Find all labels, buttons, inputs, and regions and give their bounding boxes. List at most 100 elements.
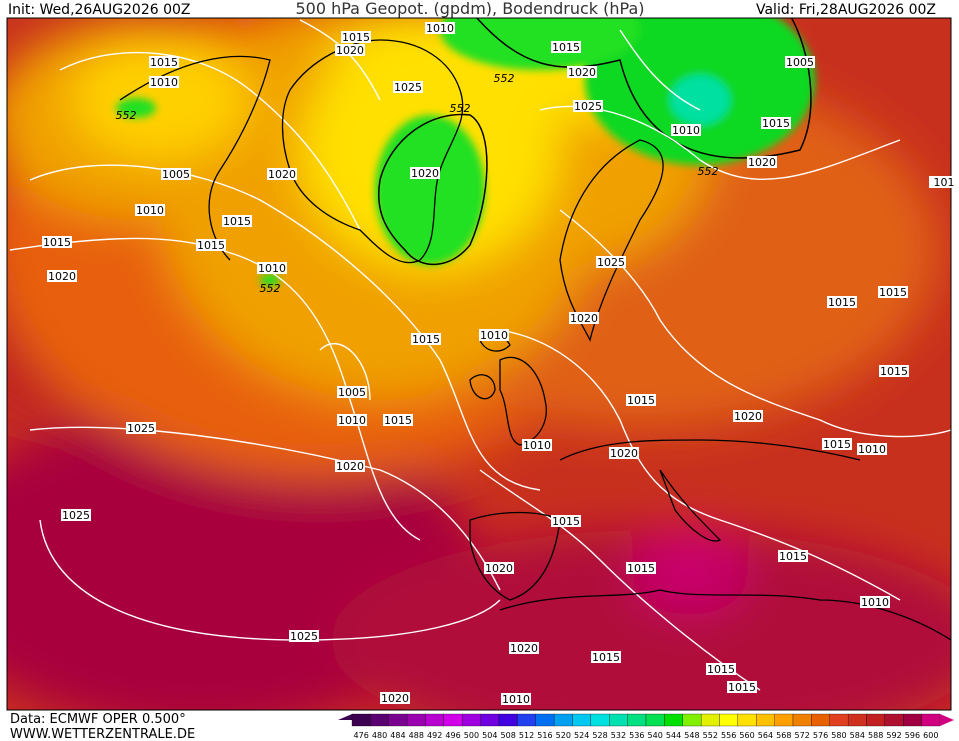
isobar-label: 1020	[48, 270, 76, 283]
isobar-label-box	[857, 443, 887, 455]
isobar-label-box	[222, 215, 252, 227]
isobar-label: 1010	[480, 329, 508, 342]
init-label: Init: Wed,26AUG2026 00Z	[8, 2, 191, 18]
isobar-label-box	[61, 509, 91, 521]
isobar-label-box	[573, 100, 603, 112]
scale-swatch	[866, 713, 886, 727]
scale-label: 524	[574, 731, 589, 740]
isobar-label-box	[479, 329, 509, 341]
scale-label: 556	[721, 731, 736, 740]
isobar-label-box	[135, 204, 165, 216]
isobar-label-box	[380, 692, 410, 704]
isobar-label: 1015	[150, 56, 178, 69]
isobar-label: 1015	[823, 438, 851, 451]
isobar-label-box	[337, 414, 367, 426]
scale-swatch	[370, 713, 389, 727]
isobar-label: 1025	[62, 509, 90, 522]
scale-swatch	[480, 713, 500, 727]
isobar-label: 1020	[336, 44, 364, 57]
scale-swatch	[425, 713, 445, 727]
isobar-label-box	[929, 176, 959, 188]
isobar-label-box	[551, 515, 581, 527]
isobar-label-box	[501, 693, 531, 705]
scale-label: 580	[831, 731, 846, 740]
isobar-label-box	[289, 630, 319, 642]
geopotential-label: 552	[494, 72, 515, 85]
scale-label: 528	[592, 731, 607, 740]
scale-swatch	[774, 713, 794, 727]
isobar-label: 1025	[574, 100, 602, 113]
color-scale: 476 480 484 488 492 496 500 504 508 512 516 520 524 5…	[338, 713, 954, 740]
isobar-label: 1015	[43, 236, 71, 249]
isobar-label-box	[337, 386, 367, 398]
scale-swatch	[498, 713, 518, 727]
scale-swatch	[406, 713, 426, 727]
isobar-label-box	[161, 168, 191, 180]
scale-swatch	[535, 713, 555, 727]
isobar-label: 1015	[779, 550, 807, 563]
isobar-label: 1015	[728, 681, 756, 694]
scale-swatch	[847, 713, 867, 727]
isobar-label: 1015	[412, 333, 440, 346]
scale-swatch	[553, 713, 573, 727]
scale-swatch	[811, 713, 830, 727]
isobar-label: 1015	[197, 239, 225, 252]
scale-arrow-right	[940, 714, 954, 726]
geopotential-label: 552	[116, 109, 137, 122]
isobar-label-box	[149, 76, 179, 88]
isobar-label-box	[47, 270, 77, 282]
scale-label: 476	[354, 731, 369, 740]
scale-label: 520	[556, 731, 571, 740]
site: WWW.WETTERZENTRALE.DE	[10, 727, 195, 741]
isobar-label: 1025	[394, 81, 422, 94]
scale-label: 584	[850, 731, 865, 740]
isobar-label-box	[596, 256, 626, 268]
isobar-label: 1015	[627, 394, 655, 407]
isobar-label: 1020	[510, 642, 538, 655]
scale-label: 512	[519, 731, 534, 740]
isobar-label: 1015	[592, 651, 620, 664]
isobar-label-box	[267, 168, 297, 180]
scale-label: 600	[923, 731, 938, 740]
coastlines	[119, 39, 951, 641]
isobar-label-box	[671, 124, 701, 136]
scale-swatch	[462, 713, 481, 727]
isobar-label-box	[393, 81, 423, 93]
scale-swatch	[737, 713, 757, 727]
scale-swatch	[756, 713, 775, 727]
scale-swatch	[645, 713, 665, 727]
isobar-label-box	[341, 31, 371, 43]
scale-label: 548	[684, 731, 699, 740]
scale-label: 500	[464, 731, 479, 740]
isobar-label: 1020	[268, 168, 296, 181]
isobar-label-box	[410, 167, 440, 179]
scale-swatch	[921, 713, 941, 727]
isobar-label: 1015	[342, 31, 370, 44]
isobar-label: 1020	[485, 562, 513, 575]
isobar-label: 1020	[381, 692, 409, 705]
isobar-label-box	[626, 394, 656, 406]
isobar-label: 1015	[762, 117, 790, 130]
isobar-label-box	[551, 41, 581, 53]
geopotential-label: 552	[260, 282, 281, 295]
isobar-label-box	[733, 410, 763, 422]
isobar-label: 1015	[828, 296, 856, 309]
scale-swatch	[682, 713, 702, 727]
isobar-label: 1015	[223, 215, 251, 228]
scale-label: 572	[795, 731, 810, 740]
isobar-label-box	[42, 236, 72, 248]
isobar-label: 1020	[570, 312, 598, 325]
isobar-label: 1015	[707, 663, 735, 676]
scale-arrow-left	[338, 714, 352, 726]
scale-label: 488	[409, 731, 424, 740]
isobar-label: 1015	[552, 41, 580, 54]
scale-label: 564	[758, 731, 773, 740]
isobar-label: 1015	[879, 286, 907, 299]
isobar-label: 101	[934, 176, 955, 189]
scale-label: 484	[390, 731, 405, 740]
scale-swatch	[792, 713, 812, 727]
isobar-label: 1025	[127, 422, 155, 435]
scale-label: 568	[776, 731, 791, 740]
